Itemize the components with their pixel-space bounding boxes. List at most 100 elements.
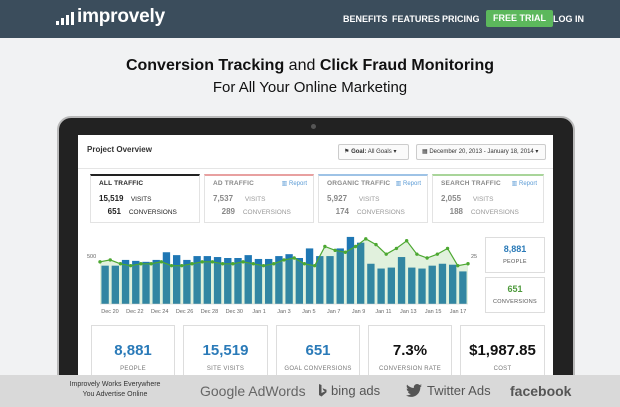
partner-name: Twitter Ads bbox=[427, 383, 491, 398]
chart-line-point bbox=[343, 250, 348, 254]
x-axis-tick-label: Dec 24 bbox=[151, 309, 168, 315]
calendar-icon: ▦ bbox=[422, 149, 428, 155]
side-stat-conversions: 651 CONVERSIONS bbox=[485, 277, 545, 313]
chart-bar bbox=[254, 258, 263, 304]
chart-bar bbox=[428, 265, 436, 304]
report-label: Report bbox=[402, 181, 421, 187]
chart-line-point bbox=[241, 260, 245, 264]
chart-bar bbox=[326, 256, 334, 304]
visits-label: VISITS bbox=[244, 196, 266, 203]
chart-bar bbox=[101, 265, 109, 304]
chart-bar bbox=[111, 265, 120, 304]
dashboard-screen: Project Overview ⚑ Goal: All Goals ▾ ▦ D… bbox=[78, 135, 553, 385]
y-axis-right-tick: 25 bbox=[471, 254, 477, 260]
tab-conversions-row: 289 CONVERSIONS bbox=[213, 207, 291, 216]
chart-bar bbox=[387, 267, 396, 304]
x-axis-tick-label: Dec 22 bbox=[126, 309, 143, 315]
goal-select-value: All Goals bbox=[367, 149, 392, 155]
nav-benefits[interactable]: BENEFITS bbox=[343, 14, 388, 24]
free-trial-button[interactable]: FREE TRIAL bbox=[486, 10, 553, 27]
visits-value: 2,055 bbox=[441, 194, 462, 203]
date-range-picker[interactable]: ▦ December 20, 2013 - January 18, 2014 ▾ bbox=[416, 144, 546, 160]
traffic-chart: 500 25 Dec 20 Dec 22 Dec 24 Dec 26 Dec 28 Dec 3… bbox=[87, 236, 477, 315]
chart-line-point bbox=[323, 244, 327, 249]
report-link[interactable]: ▥ Report bbox=[282, 180, 307, 187]
chart-bar bbox=[285, 254, 293, 304]
chart-line-point bbox=[282, 258, 286, 262]
chart-line-point bbox=[272, 262, 276, 266]
side-stat-label: CONVERSIONS bbox=[493, 299, 537, 305]
chart-bar bbox=[367, 263, 375, 304]
kpi-value: 15,519 bbox=[202, 342, 249, 359]
chart-line-point bbox=[98, 260, 102, 264]
tab-conversions-row: 188 CONVERSIONS bbox=[441, 207, 519, 216]
chart-line-point bbox=[251, 262, 256, 266]
chart-icon: ▥ bbox=[395, 181, 402, 187]
tab-visits-row: 5,927 VISITS bbox=[327, 194, 379, 203]
nav-login[interactable]: LOG IN bbox=[553, 14, 584, 24]
tab-all-traffic[interactable]: ALL TRAFFIC 15,519 VISITS 651 CONVERSION… bbox=[90, 174, 200, 223]
conversions-label: CONVERSIONS bbox=[356, 209, 405, 216]
chart-line-point bbox=[415, 252, 419, 256]
chart-icon: ▥ bbox=[511, 181, 518, 187]
chart-line-point bbox=[261, 263, 266, 268]
report-label: Report bbox=[518, 181, 537, 187]
x-axis-tick-label: Jan 1 bbox=[252, 309, 265, 315]
improvely-logo[interactable]: improvely bbox=[56, 7, 165, 27]
tab-organic-traffic[interactable]: ORGANIC TRAFFIC ▥ Report 5,927 VISITS 17… bbox=[318, 174, 428, 223]
kpi-label: CONVERSION RATE bbox=[378, 366, 442, 372]
chart-line-point bbox=[302, 262, 307, 266]
chart-line-point bbox=[425, 256, 429, 260]
visits-value: 15,519 bbox=[99, 194, 124, 203]
chart-line-point bbox=[312, 263, 317, 268]
chart-line-point bbox=[128, 263, 133, 268]
chart-line-point bbox=[456, 263, 460, 268]
tab-ad-traffic[interactable]: AD TRAFFIC ▥ Report 7,537 VISITS 289 CON… bbox=[204, 174, 314, 223]
chart-line-point bbox=[435, 252, 440, 256]
side-stat-value: 8,881 bbox=[503, 244, 527, 254]
chart-bar bbox=[356, 242, 365, 304]
conversions-value: 188 bbox=[449, 207, 463, 216]
visits-label: VISITS bbox=[358, 196, 380, 203]
chart-line-point bbox=[108, 258, 112, 262]
caret-icon: ▾ bbox=[535, 149, 539, 155]
x-axis-tick-label: Jan 5 bbox=[302, 309, 315, 315]
nav-pricing[interactable]: PRICING bbox=[442, 14, 480, 24]
chart-line-point bbox=[231, 262, 235, 266]
x-axis-tick-label: Jan 3 bbox=[277, 309, 290, 315]
bing-ads-logo: bing ads bbox=[318, 382, 380, 400]
conversions-label: CONVERSIONS bbox=[470, 209, 519, 216]
report-link[interactable]: ▥ Report bbox=[512, 180, 537, 187]
report-link[interactable]: ▥ Report bbox=[396, 180, 421, 187]
chart-bar bbox=[203, 256, 212, 304]
chart-bar bbox=[162, 252, 171, 304]
logo-text: improvely bbox=[77, 6, 165, 27]
conversions-value: 174 bbox=[335, 207, 349, 216]
chart-bar bbox=[336, 248, 344, 304]
footer-tagline: Improvely Works Everywhere You Advertise… bbox=[54, 380, 176, 400]
chart-bar bbox=[448, 264, 457, 304]
chart-line-point bbox=[466, 262, 470, 266]
twitter-ads-logo: Twitter Ads bbox=[406, 382, 491, 400]
flag-icon: ⚑ bbox=[344, 149, 350, 155]
chart-line-point bbox=[220, 262, 225, 266]
kpi-value: 8,881 bbox=[114, 342, 152, 359]
visits-label: VISITS bbox=[130, 196, 152, 203]
chart-bar bbox=[234, 258, 242, 304]
x-axis-tick-label: Dec 20 bbox=[101, 309, 118, 315]
x-axis-tick-label: Jan 11 bbox=[375, 309, 391, 315]
x-axis-tick-label: Jan 15 bbox=[425, 309, 442, 315]
x-axis-tick-label: Dec 28 bbox=[201, 309, 218, 315]
goal-select[interactable]: ⚑ Goal: All Goals ▾ bbox=[338, 144, 409, 160]
chart-bar bbox=[213, 257, 222, 304]
tagline-line2: You Advertise Online bbox=[82, 391, 148, 398]
chart-line-point bbox=[364, 237, 368, 241]
chart-line-point bbox=[210, 260, 215, 264]
tab-visits-row: 7,537 VISITS bbox=[213, 194, 265, 203]
tab-conversions-row: 174 CONVERSIONS bbox=[327, 207, 405, 216]
google-adwords-logo: Google AdWords bbox=[200, 382, 306, 400]
tab-search-traffic[interactable]: SEARCH TRAFFIC ▥ Report 2,055 VISITS 188… bbox=[432, 174, 544, 223]
kpi-value: $1,987.85 bbox=[469, 342, 536, 359]
kpi-label: COST bbox=[493, 366, 512, 372]
nav-features[interactable]: FEATURES bbox=[392, 14, 440, 24]
